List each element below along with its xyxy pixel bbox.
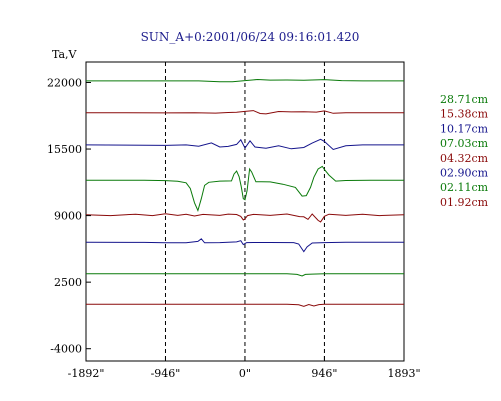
series-line-4	[85, 213, 405, 223]
y-tick-label: 15500	[47, 143, 82, 156]
series-line-3	[86, 165, 404, 212]
series-line-7	[86, 303, 404, 307]
y-tick-label: 9000	[54, 210, 82, 223]
series-line-0	[86, 78, 404, 83]
y-tick-label: 2500	[54, 276, 82, 289]
legend-entry: 04.32cm	[440, 152, 489, 165]
y-tick-label: -4000	[50, 343, 82, 356]
series-line-2	[85, 138, 404, 151]
x-tick-label: 0"	[239, 367, 251, 380]
legend-entry: 01.92cm	[440, 196, 489, 209]
legend-entry: 07.03cm	[440, 137, 489, 150]
axes: 22000 15500 9000 2500 -4000 -1892" -946" 0" 946"…	[47, 76, 421, 380]
y-tick-label: 22000	[47, 76, 82, 89]
legend-entry: 28.71cm	[440, 93, 489, 106]
legend-entry: 10.17cm	[440, 122, 489, 135]
series-line-6	[86, 273, 404, 277]
y-axis-label: Ta,V	[52, 48, 78, 61]
series-line-1	[85, 110, 404, 115]
legend-entry: 02.90cm	[440, 167, 489, 180]
dashed-lines	[164, 62, 325, 361]
chart-title: SUN_A+0:2001/06/24 09:16:01.420	[141, 30, 360, 44]
x-tick-label: -1892"	[68, 367, 105, 380]
legend-entry: 02.11cm	[440, 181, 489, 194]
x-tick-label: 946"	[311, 367, 337, 380]
series-line-5	[85, 238, 404, 253]
legend-entry: 15.38cm	[440, 108, 489, 121]
x-tick-label: 1893"	[387, 367, 420, 380]
series-lines	[85, 78, 405, 307]
x-tick-label: -946"	[151, 367, 181, 380]
